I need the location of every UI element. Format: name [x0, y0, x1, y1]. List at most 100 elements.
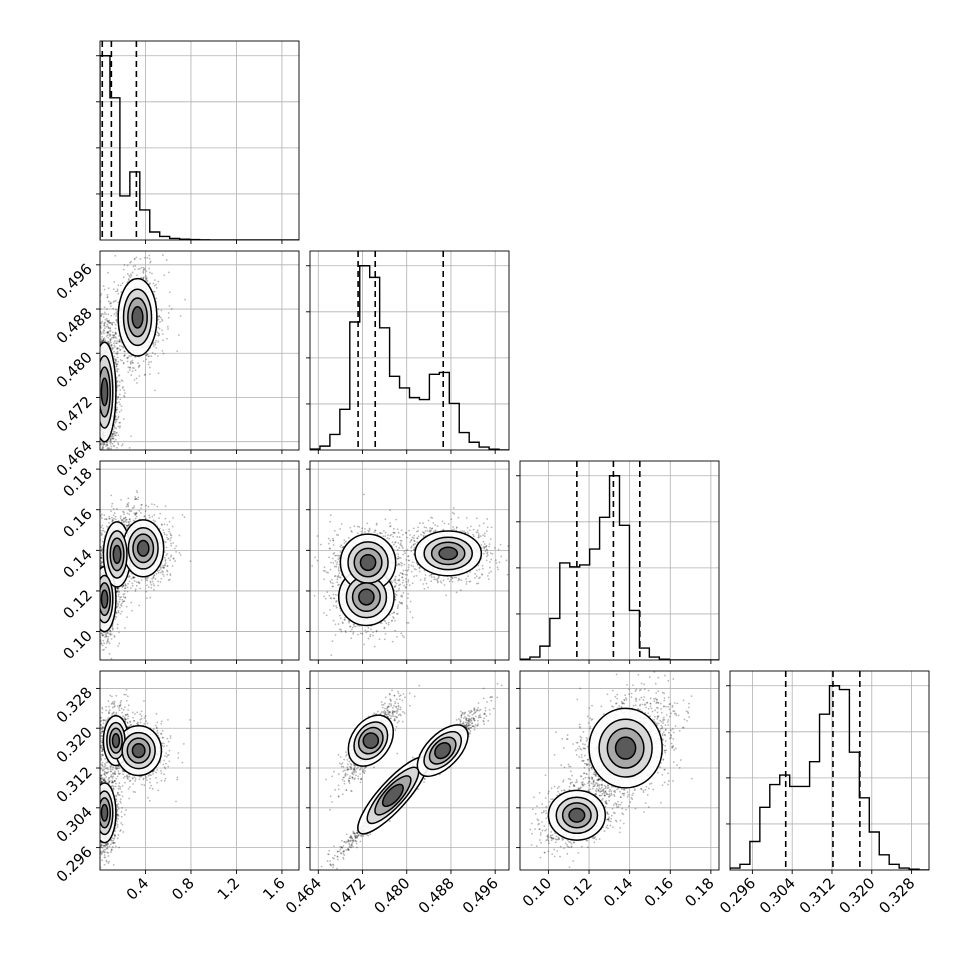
scatter-point: [138, 267, 141, 270]
scatter-point: [146, 256, 149, 259]
scatter-point: [107, 635, 110, 638]
scatter-point: [167, 316, 170, 319]
scatter-point: [146, 579, 149, 582]
scatter-point: [116, 347, 119, 349]
scatter-point: [123, 590, 126, 593]
scatter-point: [100, 642, 103, 645]
scatter-point: [119, 284, 122, 287]
scatter-point: [120, 345, 123, 348]
scatter-point: [117, 415, 120, 418]
panel-2-0: [100, 461, 299, 660]
scatter-point: [129, 261, 131, 264]
scatter-point: [136, 274, 138, 277]
scatter-point: [111, 520, 113, 523]
scatter-point: [114, 327, 117, 330]
scatter-point: [154, 353, 157, 356]
scatter-point: [134, 513, 137, 516]
scatter-point: [106, 465, 108, 467]
scatter-point: [118, 381, 121, 383]
scatter-point: [106, 296, 109, 299]
scatter-point: [105, 331, 108, 334]
scatter-point: [107, 640, 110, 643]
scatter-point: [110, 314, 113, 317]
scatter-point: [101, 447, 104, 449]
scatter-point: [106, 319, 109, 322]
scatter-point: [140, 511, 142, 514]
scatter-point: [108, 515, 111, 518]
scatter-point: [106, 452, 108, 454]
scatter-point: [100, 327, 102, 329]
scatter-point: [113, 333, 116, 336]
histogram-step: [520, 475, 719, 660]
scatter-point: [130, 260, 132, 263]
scatter-point: [111, 435, 113, 438]
scatter-point: [119, 389, 122, 391]
scatter-point: [104, 488, 106, 490]
scatter-point: [157, 308, 160, 311]
panel-2-2: [520, 461, 719, 660]
scatter-point: [122, 517, 125, 520]
scatter-point: [126, 524, 129, 527]
scatter-point: [143, 268, 146, 270]
scatter-point: [148, 366, 151, 369]
scatter-point: [100, 340, 103, 343]
scatter-point: [123, 354, 126, 357]
scatter-point: [107, 638, 109, 640]
scatter-point: [121, 600, 124, 603]
scatter-point: [126, 512, 129, 515]
scatter-point: [109, 301, 112, 304]
scatter-point: [106, 525, 108, 528]
scatter-point: [112, 514, 115, 517]
axes-frame: [309, 250, 510, 451]
scatter-point: [137, 362, 140, 365]
scatter-point: [120, 379, 123, 382]
scatter-point: [118, 344, 121, 347]
scatter-point: [145, 590, 148, 593]
scatter-point: [133, 576, 136, 579]
scatter-point: [121, 585, 124, 588]
scatter-point: [118, 401, 120, 404]
scatter-point: [119, 398, 122, 401]
scatter-point: [152, 343, 154, 345]
scatter-point: [121, 359, 123, 362]
scatter-point: [157, 332, 160, 335]
scatter-point: [153, 588, 155, 591]
scatter-point: [103, 323, 106, 325]
scatter-point: [117, 593, 120, 596]
scatter-point: [110, 434, 113, 437]
scatter-point: [168, 520, 171, 523]
scatter-point: [106, 323, 109, 326]
scatter-point: [117, 611, 120, 614]
scatter-point: [106, 271, 109, 274]
scatter-point: [156, 505, 159, 508]
scatter-point: [100, 532, 103, 535]
scatter-point: [123, 389, 126, 392]
scatter-point: [126, 524, 128, 527]
scatter-point: [110, 344, 113, 347]
scatter-point: [100, 293, 103, 295]
scatter-point: [105, 450, 107, 452]
scatter-point: [116, 408, 118, 411]
scatter-point: [112, 435, 115, 438]
scatter-point: [132, 576, 135, 579]
scatter-point: [155, 297, 158, 300]
scatter-point: [124, 596, 127, 599]
scatter-point: [115, 314, 118, 317]
scatter-point: [169, 573, 172, 575]
scatter-point: [120, 291, 123, 294]
scatter-point: [101, 335, 104, 338]
scatter-point: [128, 580, 131, 583]
scatter-point: [111, 519, 114, 521]
scatter-point: [117, 395, 120, 398]
panel-1-1: [310, 251, 509, 450]
scatter-point: [105, 445, 107, 448]
scatter-point: [179, 315, 182, 317]
scatter-point: [112, 337, 115, 339]
scatter-point: [167, 328, 169, 330]
scatter-point: [108, 319, 111, 322]
scatter-point: [161, 254, 164, 256]
scatter-point: [111, 347, 114, 350]
scatter-point: [120, 456, 122, 458]
scatter-point: [107, 327, 110, 329]
